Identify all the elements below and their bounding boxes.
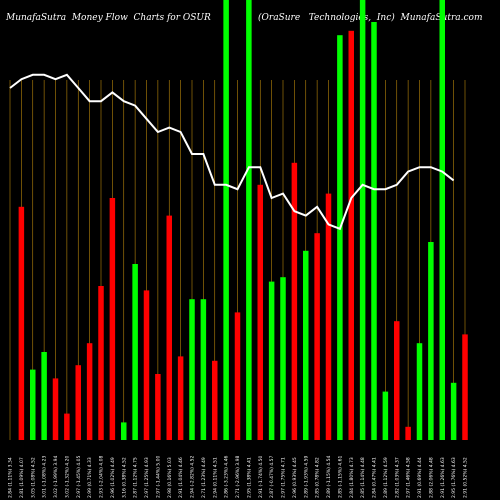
- x-axis-label: 2.96 (0.93%) 4.45: [292, 457, 298, 498]
- money-flow-bar: [200, 299, 207, 440]
- x-axis-label: 2.81 (1.09%) 4.07: [19, 457, 25, 498]
- x-axis-label: 3.02 (-1.32%) 4.20: [64, 456, 70, 498]
- money-flow-bar: [234, 312, 241, 440]
- x-axis-label: 2.86 (-3.23%) 4.46: [224, 456, 230, 498]
- x-axis-label: 2.94 (0.11%) 4.51: [212, 457, 218, 498]
- x-axis-label: 2.91 (-1.74%) 4.50: [258, 456, 264, 498]
- x-axis-label: 2.89 (1.12%) 4.59: [383, 457, 389, 498]
- money-flow-bar: [325, 193, 332, 440]
- x-axis-label: 2.97 (-1.45%) 4.05: [76, 456, 82, 498]
- money-flow-bar: [52, 378, 59, 440]
- money-flow-bar: [212, 360, 218, 440]
- x-axis-label: 2.85 (0.78%) 4.82: [315, 457, 321, 498]
- x-axis-label: 2.88 (2.06%) 4.48: [428, 457, 434, 498]
- x-axis-label: 2.97 (1.75%) 4.71: [281, 457, 287, 498]
- money-flow-bar: [98, 286, 104, 440]
- money-flow-bar: [121, 422, 127, 440]
- money-flow-bar: [303, 250, 309, 440]
- x-axis-label: 2.71 (-2.96%) 3.98: [235, 456, 241, 498]
- money-flow-bar: [64, 413, 70, 440]
- money-flow-bar: [86, 343, 93, 440]
- x-axis-label: 2.71 (1.23%) 4.49: [201, 457, 207, 498]
- x-axis-label: 3.01 (-1.08%) 4.23: [42, 456, 48, 498]
- money-flow-bar: [314, 233, 320, 440]
- money-flow-bar: [450, 382, 457, 440]
- money-flow-bar: [359, 0, 366, 440]
- money-flow-bar: [18, 206, 25, 440]
- money-flow-bar: [166, 215, 172, 440]
- x-axis-label: 2.85 (-1.15%) 4.61: [337, 456, 343, 498]
- x-axis-label: 2.91 (0.52%) 4.52: [463, 457, 469, 498]
- money-flow-bar: [132, 264, 138, 440]
- x-axis-label: 2.84 (1.80%) 4.73: [349, 457, 355, 498]
- money-flow-bar: [143, 290, 150, 440]
- x-axis-label: 3.16 (0.38%) 4.52: [121, 457, 127, 498]
- x-axis-label: 2.94 (-2.82%) 4.52: [190, 456, 196, 498]
- money-flow-bar: [41, 352, 47, 440]
- x-axis-label: 2.96 (1.02%) 4.49: [110, 457, 116, 498]
- x-axis-label: 2.89 (-1.15%) 4.54: [326, 456, 332, 498]
- money-flow-bar: [268, 281, 275, 440]
- x-axis-label: 2.87 (-0.47%) 4.57: [269, 456, 275, 498]
- x-axis-label: 2.93 (-2.04%) 4.08: [99, 456, 105, 498]
- money-flow-bar: [155, 374, 161, 440]
- money-flow-bar: [348, 30, 354, 441]
- money-flow-bar: [462, 334, 468, 440]
- money-flow-bar: [439, 0, 445, 440]
- x-axis-label: 2.91 (1.26%) 4.63: [440, 457, 446, 498]
- x-axis-label: 2.87 (1.12%) 4.75: [133, 457, 139, 498]
- x-axis-label: 2.97 (1.46%) 4.58: [406, 457, 412, 498]
- x-axis-label: 2.82 (1.03%) 4.37: [394, 457, 400, 498]
- x-axis-label: 2.95 (1.76%) 4.63: [451, 457, 457, 498]
- x-axis-label: 2.84 (1.11%) 3.34: [8, 457, 14, 498]
- money-flow-bar: [337, 35, 343, 440]
- x-axis-label: 2.97 (-1.44%) 5.00: [155, 456, 161, 498]
- x-axis-label: 2.95 (1.38%) 4.41: [246, 457, 252, 498]
- money-flow-bar: [109, 198, 116, 440]
- x-axis-label: 2.91 (1.04%) 4.46: [178, 457, 184, 498]
- x-axis-label: 2.91 (0.69%) 4.44: [417, 457, 423, 498]
- money-flow-bar: [405, 426, 411, 440]
- money-flow-bar: [246, 0, 252, 440]
- money-flow-bar: [382, 391, 389, 440]
- x-axis-label: 2.99 (0.71%) 4.33: [87, 457, 93, 498]
- money-flow-bar: [416, 343, 423, 440]
- money-flow-bar: [30, 369, 36, 440]
- money-flow-bar: [75, 365, 81, 440]
- money-flow-bar: [223, 0, 229, 440]
- x-axis-label: 3.05 (1.08%) 4.52: [30, 457, 36, 498]
- price-line: [9, 73, 455, 231]
- money-flow-bar: [394, 321, 400, 440]
- money-flow-bar: [189, 299, 195, 440]
- chart-header-left: MunafaSutra Money Flow Charts for OSUR: [6, 13, 211, 23]
- x-axis-label: 2.89 (-1.93%) 4.59: [303, 456, 309, 498]
- money-flow-bar: [177, 356, 184, 440]
- money-flow-bar: [371, 22, 377, 440]
- x-axis-label: 3.02 (-1.99%) 3.94: [53, 456, 59, 498]
- money-flow-bar: [428, 242, 434, 440]
- money-flow-bar: [280, 277, 286, 440]
- x-axis-label: 2.97 (1.25%) 4.93: [144, 457, 150, 498]
- money-flow-bar: [257, 184, 263, 440]
- money-flow-bar: [291, 162, 298, 441]
- x-axis-label: 2.98 (0.16%) 5.03: [167, 457, 173, 498]
- x-axis-label: 2.85 (1.14%) 4.48: [360, 457, 366, 498]
- x-axis-label: 2.84 (0.47%) 4.41: [372, 457, 378, 498]
